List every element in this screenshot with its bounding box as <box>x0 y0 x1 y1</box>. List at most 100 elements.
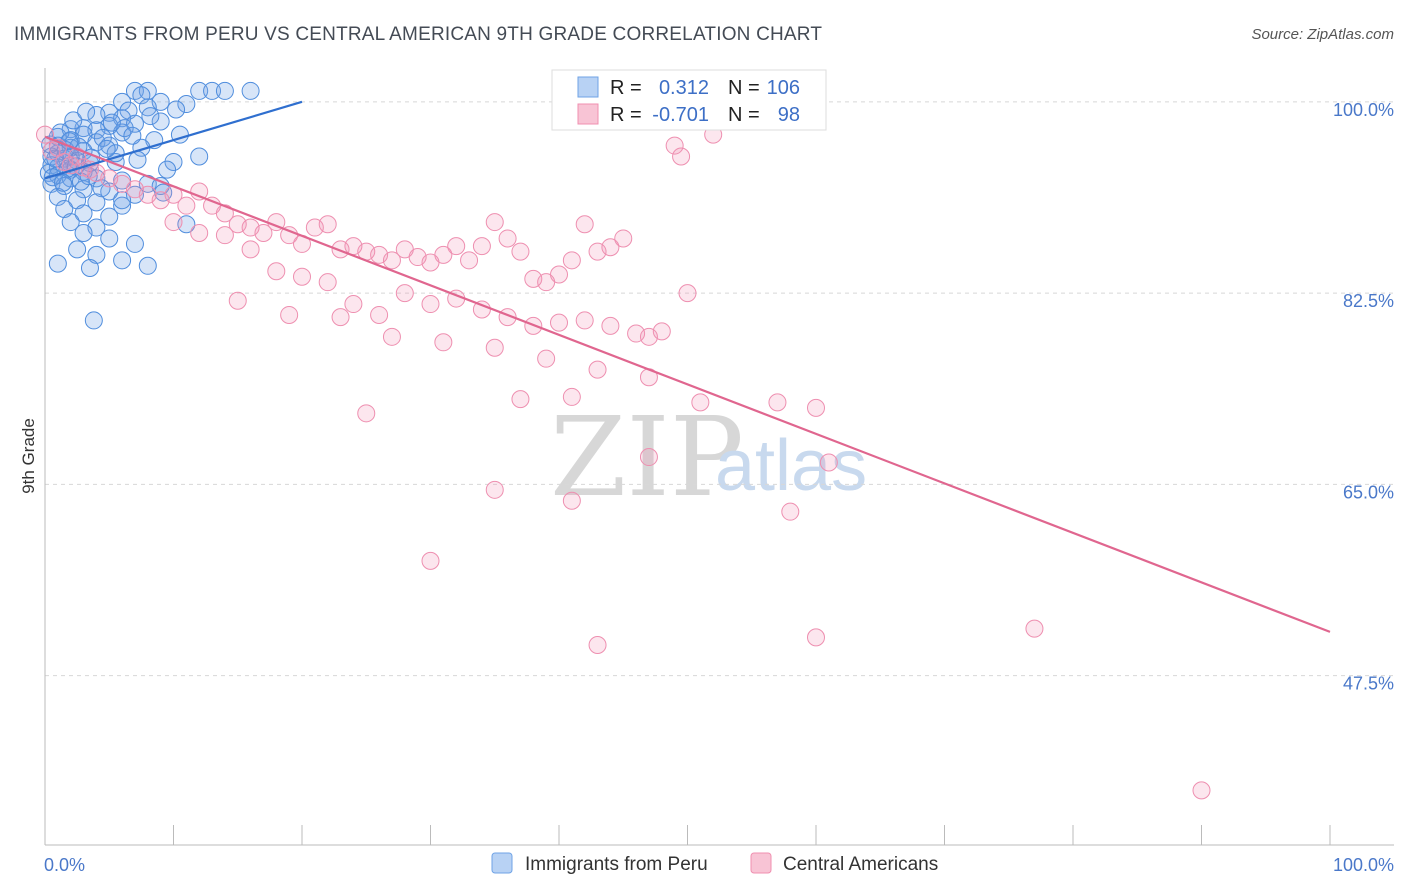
central-point-99 <box>672 147 691 166</box>
y-tick-label-0: 100.0% <box>1333 100 1394 120</box>
peru-point-78 <box>84 311 103 330</box>
peru-point-94 <box>53 173 72 192</box>
central-point-84 <box>678 284 697 303</box>
peru-point-15 <box>151 112 170 131</box>
watermark-atlas: atlas <box>715 426 867 506</box>
central-point-94 <box>807 628 825 647</box>
y-tick-label-1: 82.5% <box>1343 291 1394 311</box>
central-point-26 <box>318 215 337 234</box>
central-point-39 <box>485 213 504 232</box>
stats-r-label-peru: R = <box>610 77 642 99</box>
peru-point-97 <box>102 113 121 132</box>
peru-point-101 <box>123 126 142 145</box>
stats-n-value-peru: 106 <box>767 77 800 99</box>
central-point-85 <box>768 393 787 412</box>
peru-point-77 <box>113 191 132 210</box>
central-point-89 <box>639 448 658 467</box>
peru-point-98 <box>128 150 147 169</box>
central-point-88 <box>781 502 800 521</box>
peru-point-3 <box>190 81 209 100</box>
central-point-76 <box>537 349 556 368</box>
peru-point-71 <box>164 152 183 171</box>
peru-point-68 <box>48 254 67 273</box>
peru-point-61 <box>74 224 93 242</box>
peru-point-56 <box>74 204 93 223</box>
peru-point-13 <box>87 105 106 124</box>
central-point-93 <box>588 636 607 655</box>
central-point-58 <box>370 305 389 324</box>
central-point-48 <box>601 238 620 257</box>
central-point-50 <box>215 226 234 245</box>
peru-point-9 <box>177 95 196 114</box>
y-tick-label-2: 65.0% <box>1343 482 1394 502</box>
central-point-72 <box>331 308 350 327</box>
peru-trend-line <box>44 100 303 180</box>
trend-lines <box>44 100 1331 633</box>
peru-point-52 <box>68 191 87 210</box>
central-point-49 <box>614 229 633 248</box>
peru-point-102 <box>97 139 116 158</box>
watermark: ZIP atlas <box>550 393 867 521</box>
stats-legend: R = 0.312 N = 106 R = -0.701 N = 98 <box>551 69 827 131</box>
stats-n-label-central: N = <box>728 104 760 126</box>
peru-point-54 <box>113 196 132 215</box>
central-point-79 <box>691 393 710 412</box>
central-point-60 <box>421 295 440 314</box>
chart-source: Source: ZipAtlas.com <box>1251 26 1394 43</box>
central-point-83 <box>639 327 658 346</box>
peru-point-76 <box>158 160 177 179</box>
central-point-56 <box>318 273 337 292</box>
central-point-80 <box>357 404 376 423</box>
legend-label-central: Central Americans <box>783 854 938 875</box>
watermark-zip: ZIP <box>550 393 744 521</box>
central-point-45 <box>562 251 581 270</box>
central-point-95 <box>1025 619 1044 638</box>
central-point-77 <box>588 360 607 379</box>
peru-point-65 <box>87 245 106 264</box>
central-point-40 <box>498 229 517 248</box>
central-point-5 <box>68 147 87 166</box>
stats-r-label-central: R = <box>610 104 642 126</box>
peru-point-100 <box>167 100 186 119</box>
peru-point-57 <box>100 207 119 226</box>
central-point-46 <box>575 215 594 234</box>
peru-point-81 <box>64 111 83 130</box>
y-tick-label-3: 47.5% <box>1343 674 1394 694</box>
central-point-92 <box>421 551 440 570</box>
central-point-74 <box>434 333 453 352</box>
central-point-35 <box>434 245 453 264</box>
central-point-31 <box>382 251 401 270</box>
central-point-36 <box>447 237 466 256</box>
stats-r-value-central: -0.701 <box>652 104 709 126</box>
legend-swatch-peru <box>491 852 513 874</box>
peru-point-82 <box>77 102 96 121</box>
peru-point-93 <box>43 168 62 187</box>
central-point-51 <box>190 224 209 242</box>
x-tick-marks <box>44 825 1331 845</box>
peru-point-66 <box>113 251 132 270</box>
central-point-96 <box>1192 781 1211 800</box>
stats-n-value-central: 98 <box>778 104 800 126</box>
central-point-44 <box>550 265 568 284</box>
peru-point-72 <box>190 147 209 166</box>
peru-point-69 <box>80 258 99 277</box>
peru-point-62 <box>100 229 119 248</box>
central-point-21 <box>254 224 273 242</box>
central-point-82 <box>562 387 581 406</box>
central-point-18 <box>215 204 234 223</box>
stats-swatch-peru <box>577 76 599 98</box>
central-point-87 <box>819 453 838 472</box>
central-point-0 <box>36 125 54 144</box>
central-trend-line <box>44 135 1331 633</box>
central-point-67 <box>601 316 620 335</box>
peru-point-63 <box>125 234 144 253</box>
central-point-66 <box>575 311 594 330</box>
central-point-65 <box>550 313 568 332</box>
peru-point-58 <box>61 213 80 232</box>
series-legend: Immigrants from Peru Central Americans <box>491 852 938 875</box>
gridlines <box>45 101 1394 677</box>
central-point-71 <box>280 305 299 324</box>
central-point-59 <box>395 284 414 303</box>
central-point-86 <box>807 398 825 417</box>
central-point-73 <box>382 327 401 346</box>
